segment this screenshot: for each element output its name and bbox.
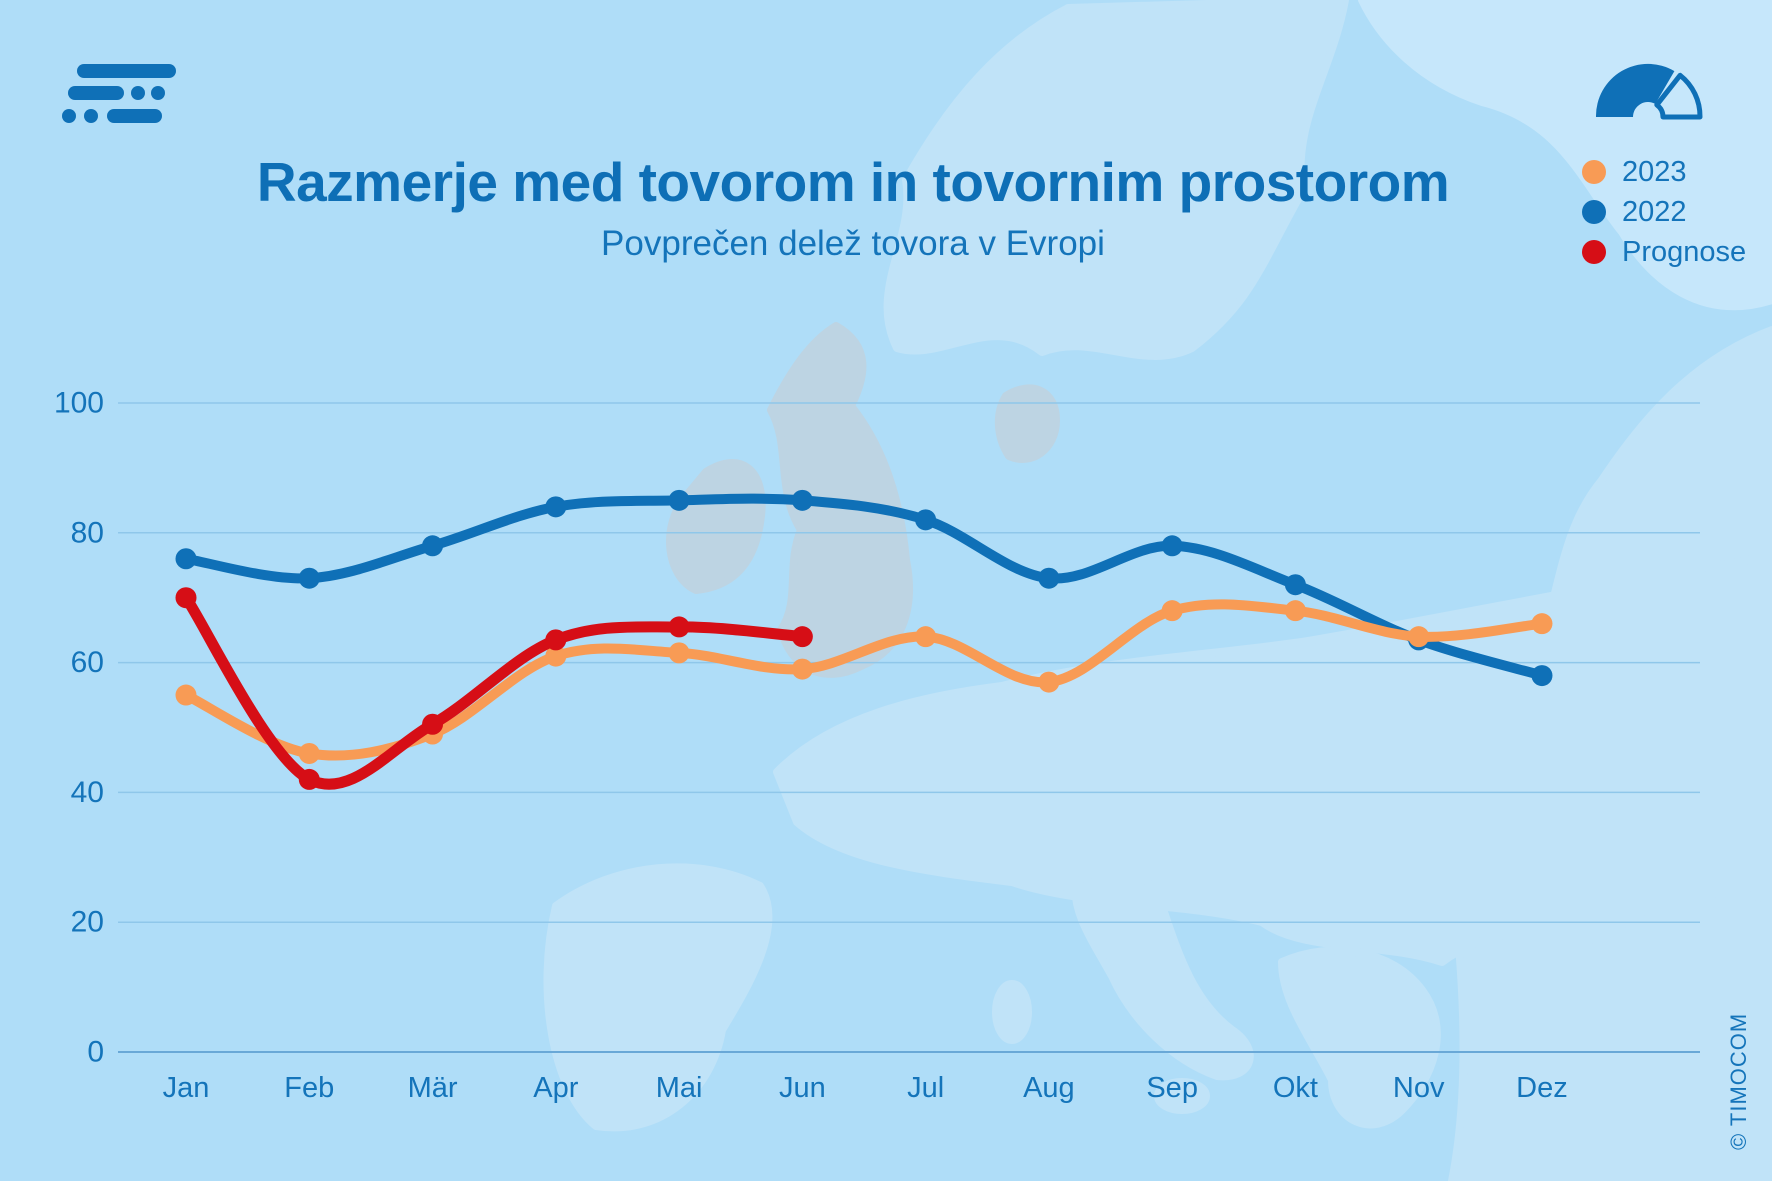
legend-label: 2023 <box>1622 155 1687 188</box>
map-denmark <box>994 384 1060 463</box>
data-point <box>915 626 937 648</box>
gauge-filled-segment <box>1595 63 1675 117</box>
data-point <box>668 616 690 638</box>
page-title: Razmerje med tovorom in tovornim prostor… <box>256 151 1450 213</box>
page-subtitle: Povprečen delež tovora v Evropi <box>601 224 1105 263</box>
data-point <box>1284 600 1306 622</box>
header-block: Razmerje med tovorom in tovornim prostor… <box>0 150 1706 264</box>
logo-dot <box>62 109 76 123</box>
series-dots-2022 <box>175 489 1553 687</box>
logo-dot <box>151 86 165 100</box>
month-label: Jan <box>163 1072 210 1104</box>
data-point <box>175 548 197 570</box>
logo-dot <box>131 86 145 100</box>
data-point <box>791 489 813 511</box>
data-point <box>422 713 444 735</box>
x-axis-labels: Jan Feb Mär Apr Mai Jun Jul Aug Sep Okt Nov Dez <box>163 1072 1568 1104</box>
data-point <box>1161 600 1183 622</box>
data-point <box>1408 626 1430 648</box>
legend-label: Prognose <box>1622 235 1747 268</box>
map-iberia <box>543 863 773 1132</box>
copyright-text: © TIMOCOM <box>1726 1012 1751 1150</box>
data-point <box>1531 613 1553 635</box>
y-tick-label: 100 <box>54 387 104 420</box>
month-label: Apr <box>533 1072 578 1104</box>
map-sardinia <box>992 980 1032 1044</box>
month-label: Okt <box>1273 1072 1318 1104</box>
data-point <box>298 567 320 589</box>
legend-item-2022: 2022 <box>1582 192 1746 232</box>
data-point <box>1038 567 1060 589</box>
month-label: Sep <box>1146 1072 1198 1104</box>
month-label: Jun <box>779 1072 826 1104</box>
legend-dot-icon <box>1582 200 1606 224</box>
data-point <box>668 642 690 664</box>
month-label: Mai <box>656 1072 703 1104</box>
speedometer-icon <box>1595 63 1703 120</box>
legend-item-2023: 2023 <box>1582 152 1746 192</box>
month-label: Nov <box>1393 1072 1445 1104</box>
data-point <box>175 587 197 609</box>
legend-dot-icon <box>1582 240 1606 264</box>
series-line-2022 <box>181 493 1547 681</box>
data-point <box>545 496 567 518</box>
legend-dot-icon <box>1582 160 1606 184</box>
data-point <box>175 684 197 706</box>
series-dots-prognose <box>175 587 813 790</box>
data-point <box>1284 574 1306 596</box>
y-tick-label: 60 <box>71 646 104 679</box>
month-label: Mär <box>408 1072 458 1104</box>
map-sicily <box>1154 1078 1210 1114</box>
month-label: Dez <box>1516 1072 1568 1104</box>
y-tick-label: 0 <box>87 1036 104 1069</box>
data-point <box>422 535 444 557</box>
data-point <box>791 658 813 680</box>
chart-legend: 2023 2022 Prognose <box>1582 152 1746 272</box>
month-label: Aug <box>1023 1072 1075 1104</box>
data-point <box>1038 671 1060 693</box>
data-point <box>1531 665 1553 687</box>
month-label: Feb <box>284 1072 334 1104</box>
month-label: Jul <box>907 1072 944 1104</box>
y-tick-label: 80 <box>71 516 104 549</box>
data-point <box>1161 535 1183 557</box>
legend-item-prognose: Prognose <box>1582 232 1746 272</box>
logo-bar-mid <box>68 86 124 100</box>
series-line-2023 <box>181 599 1547 761</box>
y-tick-label: 40 <box>71 776 104 809</box>
data-point <box>668 489 690 511</box>
timocom-logo <box>62 64 176 123</box>
data-point <box>298 742 320 764</box>
data-point <box>915 509 937 531</box>
y-tick-label: 20 <box>71 906 104 939</box>
logo-bar-top <box>77 64 176 78</box>
map-balkans <box>1278 946 1441 1129</box>
data-point <box>545 629 567 651</box>
data-point <box>791 626 813 648</box>
series-dots-2023 <box>175 600 1553 764</box>
legend-label: 2022 <box>1622 195 1687 228</box>
logo-bar-bottom <box>107 109 162 123</box>
data-point <box>298 768 320 790</box>
gridlines: 0 20 40 60 80 100 <box>54 387 1700 1069</box>
logo-dot <box>84 109 98 123</box>
gauge-outline-segment <box>1654 72 1703 120</box>
map-scandinavia <box>883 0 1349 360</box>
data-point <box>545 645 567 667</box>
